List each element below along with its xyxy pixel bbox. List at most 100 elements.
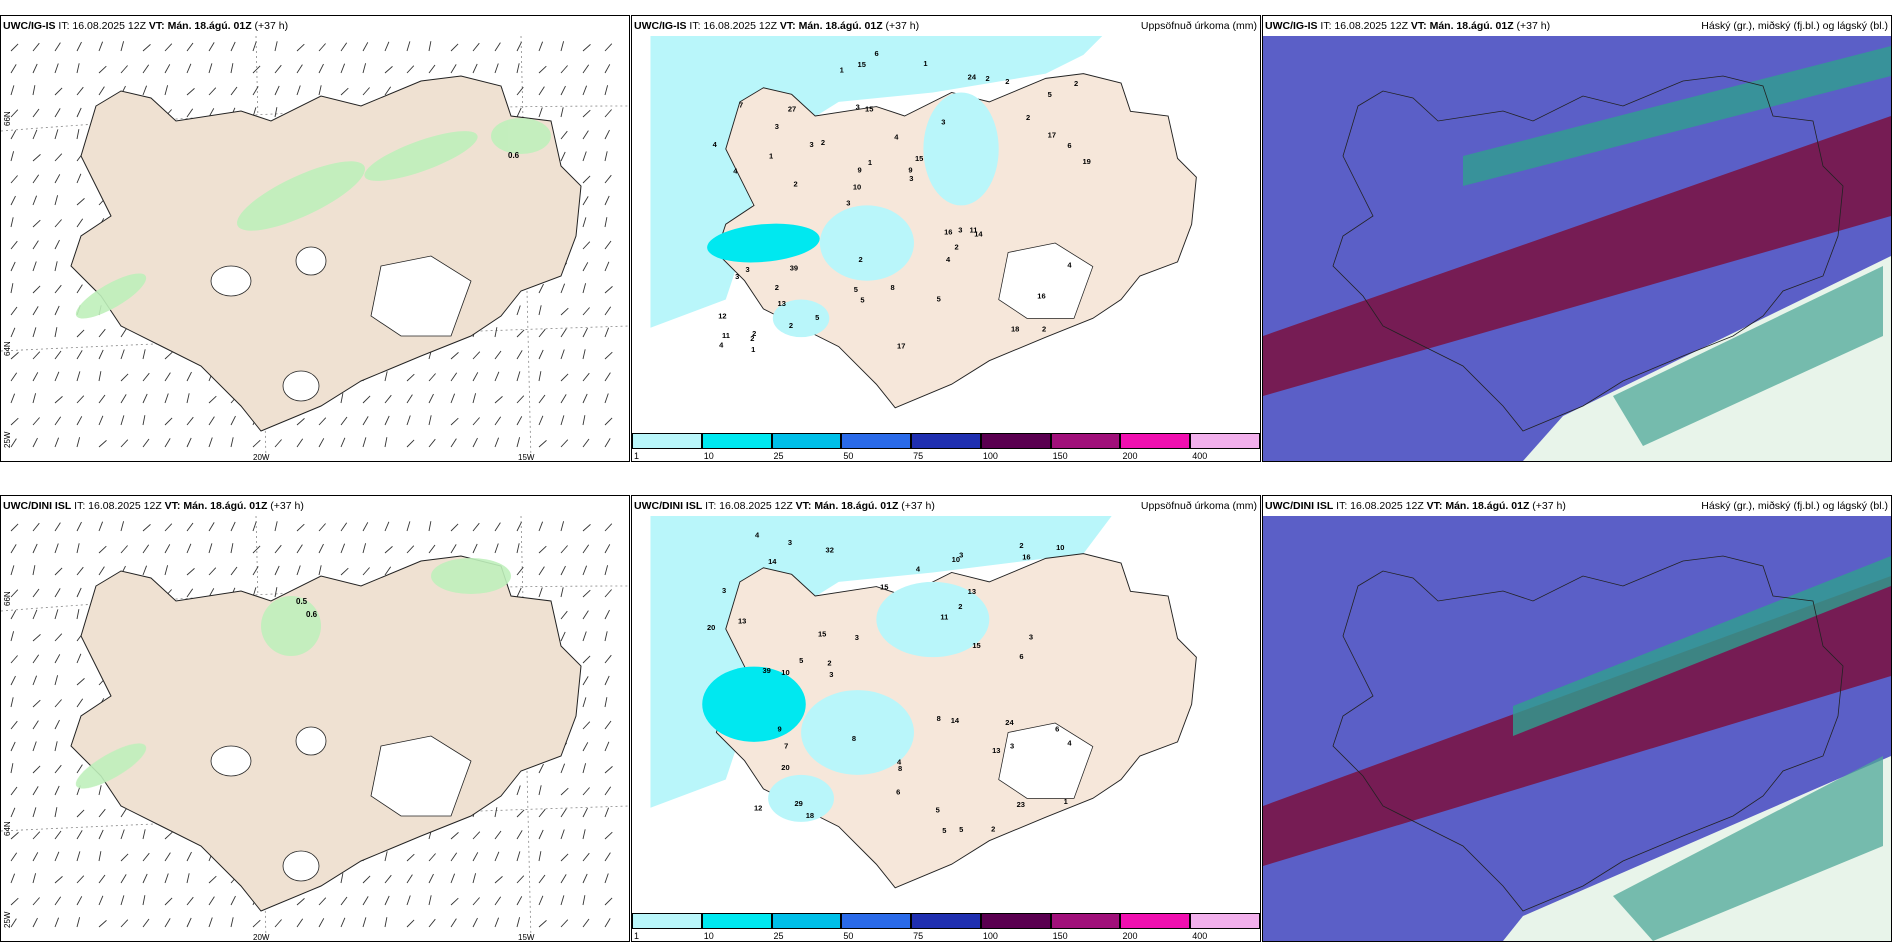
wind-barb bbox=[406, 41, 411, 52]
wind-barb bbox=[296, 64, 303, 74]
precip-value-label: 13 bbox=[778, 299, 786, 308]
wind-barb bbox=[604, 918, 611, 928]
wind-barb bbox=[98, 808, 106, 818]
wind-barb bbox=[76, 875, 85, 884]
wind-barb bbox=[604, 174, 612, 184]
lon-label-15w: 15W bbox=[518, 453, 535, 462]
precip-value-label: 18 bbox=[1011, 325, 1019, 334]
wind-barb bbox=[208, 42, 215, 52]
wind-barb bbox=[340, 917, 346, 928]
wind-barb bbox=[296, 565, 301, 576]
wind-barb bbox=[76, 284, 83, 294]
wind-barb bbox=[494, 876, 503, 884]
wind-barb bbox=[10, 741, 16, 752]
wind-barb bbox=[10, 544, 17, 554]
precip-value-label: 12 bbox=[718, 311, 726, 320]
wind-barb bbox=[296, 523, 305, 532]
wind-barb bbox=[76, 830, 83, 840]
wind-barb bbox=[208, 917, 213, 928]
wind-barb bbox=[582, 631, 587, 642]
cloud-map bbox=[1263, 36, 1891, 461]
wind-barb bbox=[560, 373, 569, 382]
wind-barb bbox=[10, 763, 14, 774]
wind-barb bbox=[538, 65, 547, 74]
colorbar-tick: 75 bbox=[913, 451, 924, 461]
wind-barb bbox=[32, 261, 37, 272]
wind-barb bbox=[516, 416, 523, 426]
precip-value-label: 1 bbox=[751, 345, 755, 354]
wind-barb bbox=[54, 63, 59, 74]
wind-barb bbox=[494, 396, 503, 404]
wind-barb bbox=[32, 543, 38, 554]
wind-barb bbox=[142, 524, 151, 532]
wind-barb bbox=[604, 697, 608, 708]
wind-barb bbox=[10, 175, 18, 184]
wind-barb bbox=[538, 851, 542, 862]
wind-barb bbox=[428, 918, 436, 928]
colorbar-swatch bbox=[771, 433, 842, 449]
wind-barb bbox=[538, 415, 544, 426]
wind-barb bbox=[450, 918, 457, 928]
wind-barb bbox=[516, 587, 522, 598]
wind-barb bbox=[98, 41, 104, 52]
wind-barb bbox=[76, 350, 83, 360]
wind-barb bbox=[494, 437, 500, 448]
wind-barb bbox=[32, 437, 38, 448]
panel-header: UWC/DINI ISL IT: 16.08.2025 12Z VT: Mán.… bbox=[1265, 500, 1566, 512]
wind-barb bbox=[10, 327, 16, 338]
wind-barb bbox=[76, 764, 83, 774]
wind-barb bbox=[76, 521, 82, 532]
wind-barb bbox=[164, 852, 171, 862]
precip-value-label: 15 bbox=[858, 60, 866, 69]
wind-barb bbox=[560, 328, 567, 338]
precip-value-label: 7 bbox=[784, 741, 788, 750]
wind-barb bbox=[32, 327, 37, 338]
wind-barb bbox=[582, 610, 589, 620]
colorbar-tick: 25 bbox=[773, 931, 784, 941]
precip-value-label: 4 bbox=[1067, 739, 1072, 748]
wind-barb bbox=[32, 393, 37, 404]
wind-barb bbox=[340, 896, 348, 906]
wind-barb bbox=[582, 565, 588, 576]
wind-barb bbox=[10, 43, 19, 52]
wind-barb bbox=[428, 895, 432, 906]
wind-barb bbox=[384, 394, 392, 404]
wind-barb bbox=[76, 86, 84, 96]
precip-value-label: 14 bbox=[974, 229, 983, 238]
wind-barb bbox=[516, 107, 522, 118]
wind-barb bbox=[450, 372, 458, 382]
wind-barb bbox=[582, 829, 586, 840]
wind-barb bbox=[560, 394, 567, 404]
colorbar-swatch bbox=[1050, 913, 1121, 929]
wind-barb bbox=[164, 372, 171, 382]
wind-barb bbox=[142, 895, 146, 906]
wind-barb bbox=[120, 41, 125, 52]
wind-barb bbox=[120, 521, 125, 532]
wind-barb bbox=[54, 305, 60, 316]
wind-barb bbox=[208, 896, 215, 906]
wind-barb bbox=[494, 63, 499, 74]
wind-barb bbox=[472, 42, 480, 52]
precip-value-label: 8 bbox=[890, 283, 894, 292]
wind-barb bbox=[318, 918, 325, 928]
precip-value-label: 1 bbox=[769, 151, 773, 160]
wind-barb bbox=[98, 415, 104, 426]
wind-barb bbox=[318, 543, 324, 554]
precip-panel-bottom: UWC/DINI ISL IT: 16.08.2025 12Z VT: Mán.… bbox=[631, 495, 1261, 942]
wind-barb bbox=[516, 830, 523, 840]
wind-barb bbox=[604, 609, 610, 620]
wind-barb bbox=[120, 808, 127, 818]
wind-barb bbox=[54, 522, 61, 532]
wind-barb bbox=[98, 521, 104, 532]
wind-barb bbox=[296, 918, 304, 928]
wind-barb bbox=[32, 240, 39, 250]
wind-barb bbox=[54, 42, 61, 52]
wind-barb bbox=[538, 107, 543, 118]
precip-value-label: 5 bbox=[937, 294, 941, 303]
wind-barb bbox=[362, 395, 371, 404]
wind-barb bbox=[450, 852, 458, 862]
wind-barb bbox=[538, 86, 545, 96]
wind-barb bbox=[54, 239, 60, 250]
colorbar-tick: 100 bbox=[982, 931, 998, 941]
wind-barb bbox=[494, 830, 502, 840]
